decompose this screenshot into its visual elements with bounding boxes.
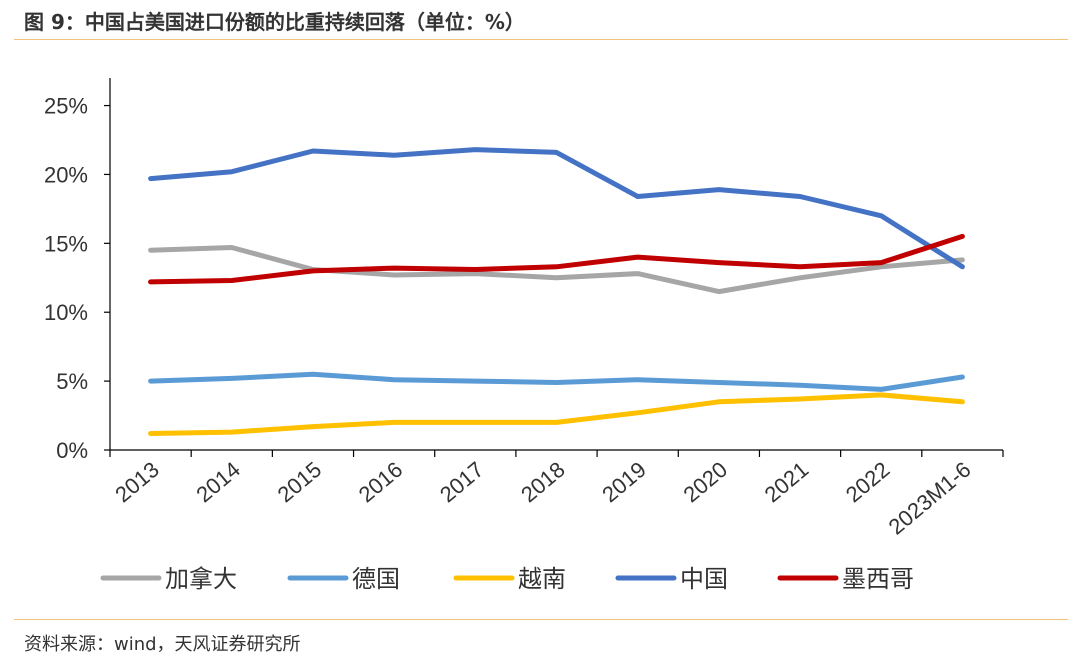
legend-label: 德国 (352, 565, 400, 593)
series-line (148, 371, 965, 392)
legend-label: 墨西哥 (842, 565, 914, 593)
x-tick-label: 2015 (273, 457, 327, 508)
chart-title: 图 9：中国占美国进口份额的比重持续回落（单位：%） (24, 10, 525, 34)
y-tick-label: 0% (56, 438, 88, 463)
y-tick-label: 25% (44, 94, 88, 119)
legend-label: 越南 (518, 565, 566, 593)
x-tick-label: 2019 (597, 457, 651, 508)
x-tick-label: 2022 (841, 457, 895, 508)
series-line (148, 392, 965, 436)
source-note: 资料来源：wind，天风证券研究所 (24, 634, 301, 655)
series-line (148, 147, 965, 270)
series-line (148, 245, 965, 295)
y-tick-label: 15% (44, 231, 88, 256)
y-tick-label: 10% (44, 300, 88, 325)
x-tick-label: 2017 (435, 457, 489, 508)
chart-legend: 加拿大 德国 越南 中国 墨西哥 (100, 565, 914, 593)
footer-divider (14, 619, 1068, 620)
title-divider (14, 39, 1068, 40)
x-tick-label: 2021 (760, 457, 814, 508)
x-tick-label: 2014 (191, 457, 245, 508)
series-line (148, 233, 965, 285)
chart-axes: 0% 5% 10% 15% 20% 25% 2013 2014 2015 2016 2017 2018… (44, 78, 1004, 540)
y-tick-label: 5% (56, 369, 88, 394)
x-tick-label: 2020 (679, 457, 733, 508)
line-chart: 0% 5% 10% 15% 20% 25% 2013 2014 2015 2016 2017 2018… (44, 78, 1004, 593)
y-tick-label: 20% (44, 162, 88, 187)
x-tick-label: 2018 (516, 457, 570, 508)
legend-label: 中国 (680, 565, 728, 593)
x-tick-label: 2023M1-6 (884, 457, 976, 540)
x-tick-label: 2016 (354, 457, 408, 508)
series-lines (148, 147, 965, 436)
x-tick-label: 2013 (110, 457, 164, 508)
legend-label: 加拿大 (165, 565, 237, 593)
